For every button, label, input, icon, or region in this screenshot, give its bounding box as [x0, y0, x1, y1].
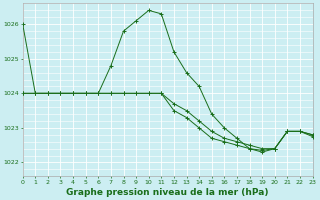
- X-axis label: Graphe pression niveau de la mer (hPa): Graphe pression niveau de la mer (hPa): [66, 188, 269, 197]
